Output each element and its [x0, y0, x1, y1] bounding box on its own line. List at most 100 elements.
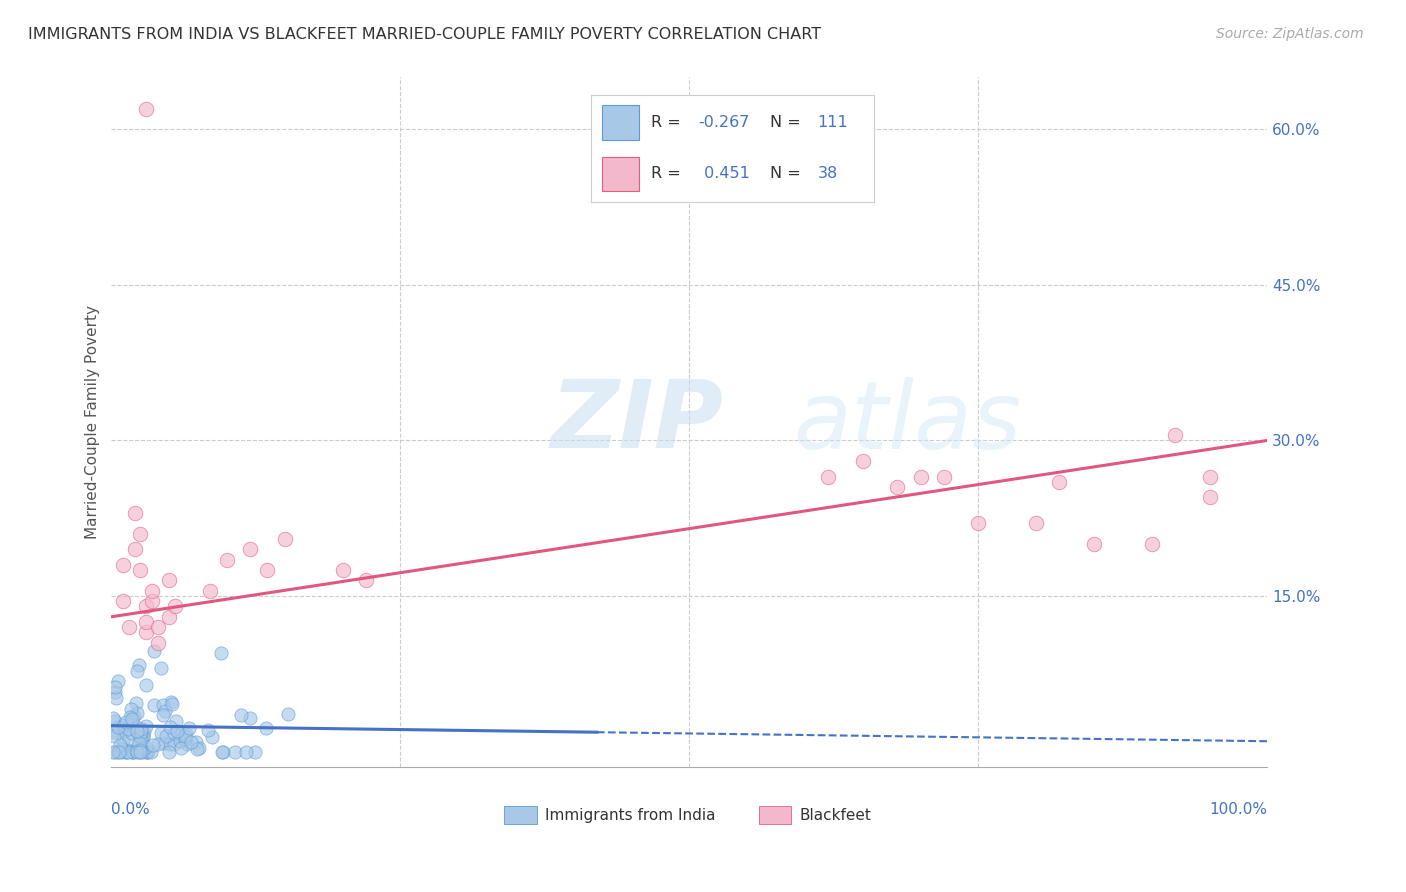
Point: [932, 469, 955, 483]
Point: [136, 745, 159, 759]
Point: [136, 745, 159, 759]
Text: Source: ZipAtlas.com: Source: ZipAtlas.com: [1216, 27, 1364, 41]
Point: [198, 583, 221, 598]
Point: [177, 721, 200, 735]
Point: [125, 706, 148, 720]
Point: [201, 730, 224, 744]
Point: [910, 469, 932, 483]
Point: [118, 710, 141, 724]
Point: [165, 714, 187, 729]
Point: [122, 745, 145, 759]
Point: [122, 709, 145, 723]
Point: [142, 698, 165, 713]
Point: [142, 739, 165, 753]
Point: [111, 594, 134, 608]
Point: [112, 717, 135, 731]
Point: [160, 695, 183, 709]
Point: [141, 594, 163, 608]
Point: [141, 583, 163, 598]
Point: [152, 698, 174, 712]
Point: [163, 726, 186, 740]
Point: [135, 677, 157, 691]
Point: [163, 738, 186, 752]
Point: [229, 708, 252, 723]
Text: Immigrants from India: Immigrants from India: [546, 807, 716, 822]
Point: [135, 719, 157, 733]
Point: [197, 723, 219, 737]
Point: [129, 743, 152, 757]
Point: [169, 733, 191, 747]
Point: [129, 727, 152, 741]
Point: [224, 745, 246, 759]
Point: [101, 745, 124, 759]
Bar: [759, 806, 792, 823]
Point: [852, 454, 875, 468]
Point: [170, 728, 193, 742]
Point: [167, 733, 190, 747]
Point: [118, 731, 141, 746]
Point: [111, 745, 134, 759]
Point: [245, 745, 267, 759]
Point: [107, 720, 129, 734]
Y-axis label: Married-Couple Family Poverty: Married-Couple Family Poverty: [86, 305, 100, 540]
Point: [187, 740, 209, 755]
Point: [211, 745, 233, 759]
Point: [155, 729, 177, 743]
Point: [104, 691, 127, 706]
Point: [146, 636, 169, 650]
Point: [129, 740, 152, 755]
Point: [121, 712, 143, 726]
Point: [129, 745, 152, 759]
Point: [104, 745, 127, 759]
Point: [103, 685, 125, 699]
Point: [157, 574, 180, 588]
Point: [211, 745, 233, 759]
Point: [886, 480, 908, 494]
Point: [159, 720, 181, 734]
Point: [153, 705, 176, 719]
Point: [254, 721, 277, 735]
Point: [128, 736, 150, 750]
Point: [332, 563, 354, 577]
Text: IMMIGRANTS FROM INDIA VS BLACKFEET MARRIED-COUPLE FAMILY POVERTY CORRELATION CHA: IMMIGRANTS FROM INDIA VS BLACKFEET MARRI…: [28, 27, 821, 42]
Point: [166, 723, 188, 738]
Point: [817, 469, 839, 483]
Point: [132, 730, 155, 744]
Point: [146, 620, 169, 634]
Point: [256, 563, 278, 577]
Point: [277, 706, 299, 721]
Point: [209, 646, 232, 660]
Point: [115, 715, 138, 730]
Point: [135, 739, 157, 754]
Text: atlas: atlas: [793, 376, 1022, 467]
Point: [157, 745, 180, 759]
Point: [150, 661, 173, 675]
Point: [121, 725, 143, 739]
Text: ZIP: ZIP: [551, 376, 724, 468]
Point: [174, 731, 197, 746]
Point: [135, 625, 157, 640]
Point: [128, 730, 150, 744]
Point: [139, 745, 162, 759]
Point: [101, 723, 124, 737]
Point: [129, 526, 152, 541]
Point: [131, 729, 153, 743]
Point: [124, 506, 146, 520]
Point: [1025, 516, 1047, 531]
Point: [174, 726, 197, 740]
Point: [117, 722, 139, 736]
Point: [152, 707, 174, 722]
Point: [239, 711, 262, 725]
Point: [1198, 491, 1220, 505]
Point: [103, 729, 125, 743]
Point: [111, 558, 134, 572]
Point: [135, 102, 157, 116]
Point: [1083, 537, 1105, 551]
Point: [184, 735, 207, 749]
Point: [117, 745, 139, 759]
Point: [1198, 469, 1220, 483]
Point: [125, 723, 148, 738]
Point: [129, 722, 152, 736]
Text: 100.0%: 100.0%: [1209, 802, 1267, 817]
Point: [129, 725, 152, 739]
